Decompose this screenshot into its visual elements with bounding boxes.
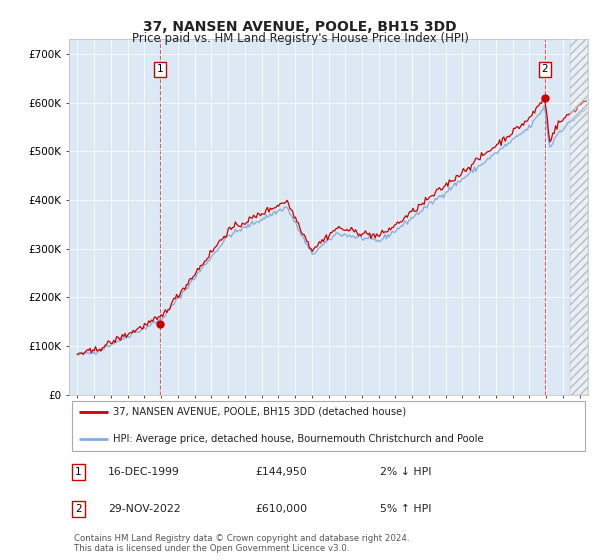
Text: HPI: Average price, detached house, Bournemouth Christchurch and Poole: HPI: Average price, detached house, Bour… [113, 435, 484, 444]
Text: 1: 1 [157, 64, 164, 74]
Text: 5% ↑ HPI: 5% ↑ HPI [380, 504, 432, 514]
Text: 16-DEC-1999: 16-DEC-1999 [108, 467, 180, 477]
FancyBboxPatch shape [71, 401, 586, 451]
Text: £144,950: £144,950 [256, 467, 308, 477]
Text: 2% ↓ HPI: 2% ↓ HPI [380, 467, 432, 477]
Text: 37, NANSEN AVENUE, POOLE, BH15 3DD (detached house): 37, NANSEN AVENUE, POOLE, BH15 3DD (deta… [113, 407, 406, 417]
Text: Contains HM Land Registry data © Crown copyright and database right 2024.
This d: Contains HM Land Registry data © Crown c… [74, 534, 410, 553]
Text: 2: 2 [541, 64, 548, 74]
Text: Price paid vs. HM Land Registry's House Price Index (HPI): Price paid vs. HM Land Registry's House … [131, 32, 469, 45]
Text: £610,000: £610,000 [256, 504, 308, 514]
Text: 2: 2 [75, 504, 82, 514]
Text: 37, NANSEN AVENUE, POOLE, BH15 3DD: 37, NANSEN AVENUE, POOLE, BH15 3DD [143, 20, 457, 34]
Text: 29-NOV-2022: 29-NOV-2022 [108, 504, 181, 514]
Text: 1: 1 [75, 467, 82, 477]
